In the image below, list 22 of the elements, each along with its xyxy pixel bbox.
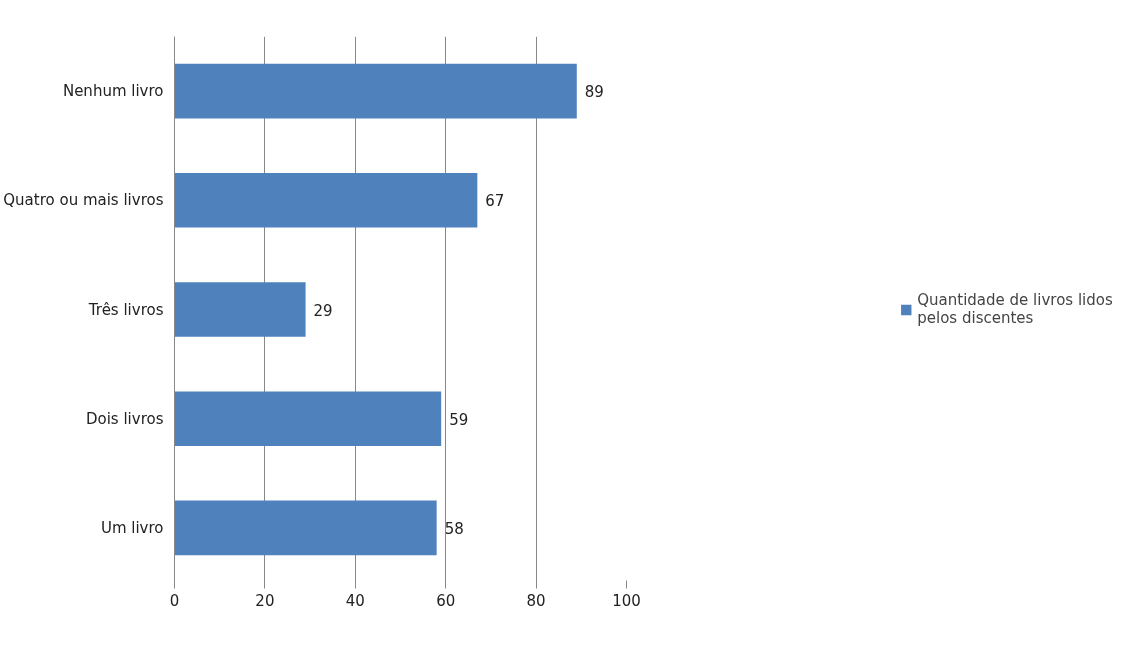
data-label: 29	[313, 301, 333, 320]
x-tick-label: 40	[345, 591, 365, 610]
bar	[174, 282, 306, 337]
data-label: 58	[444, 519, 464, 538]
y-tick-label: Nenhum livro	[62, 82, 164, 101]
bar	[174, 173, 478, 228]
x-tick-label: 60	[436, 591, 456, 610]
data-label: 89	[584, 83, 604, 102]
bar	[174, 63, 577, 119]
x-tick-label: 80	[526, 591, 546, 610]
bar	[174, 391, 442, 446]
y-tick-label: Um livro	[100, 518, 164, 537]
legend-label: Quantidade de livros lidos pelos discentes	[917, 291, 1113, 327]
y-tick-label: Quatro ou mais livros	[3, 191, 164, 210]
data-label: 59	[449, 410, 469, 429]
bar	[174, 500, 437, 556]
x-tick-label: 100	[612, 591, 641, 610]
x-tick-label: 20	[255, 591, 275, 610]
x-tick-label: 0	[169, 591, 180, 610]
y-tick-label: Três livros	[87, 300, 164, 319]
data-label: 67	[485, 192, 505, 211]
y-tick-label: Dois livros	[85, 409, 164, 428]
